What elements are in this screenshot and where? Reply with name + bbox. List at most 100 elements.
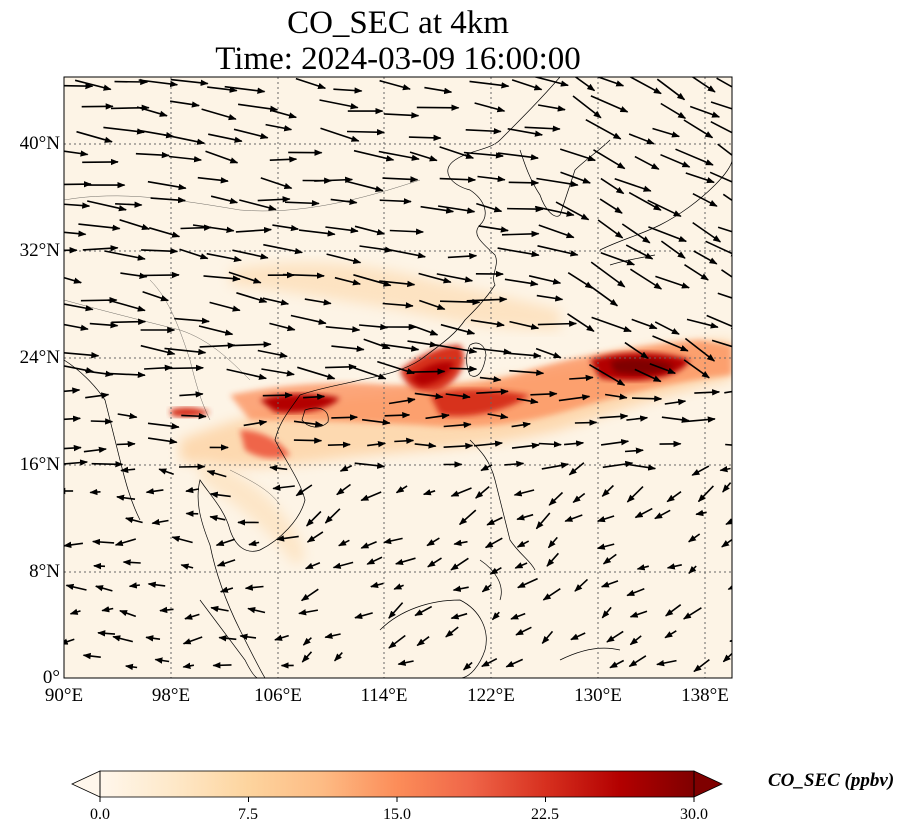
wind-arrow (384, 248, 426, 259)
wind-arrow (269, 322, 296, 332)
wind-arrow (517, 577, 538, 589)
wind-arrow (338, 539, 350, 547)
wind-arrow (436, 273, 474, 283)
wind-arrow (232, 249, 269, 260)
wind-arrow (171, 535, 193, 544)
wind-arrow (360, 540, 377, 549)
wind-arrow (626, 588, 645, 597)
wind-arrow (114, 538, 137, 547)
xtick-label: 130°E (574, 685, 622, 706)
wind-arrow (595, 77, 625, 87)
wind-arrow (64, 202, 91, 209)
map-frame (63, 76, 733, 679)
wind-arrow (95, 585, 113, 592)
wind-arrow (379, 280, 416, 288)
wind-arrow (479, 375, 502, 383)
ytick-label: 24°N (19, 347, 60, 368)
wind-arrow (297, 366, 336, 380)
wind-arrow (569, 374, 594, 382)
wind-arrow (516, 540, 530, 548)
wind-arrow (422, 489, 436, 496)
wind-arrow (107, 371, 146, 379)
wind-arrow (293, 420, 324, 428)
wind-arrow (324, 508, 341, 524)
map-title: CO_SEC at 4km (287, 5, 509, 41)
wind-arrow (472, 347, 512, 355)
wind-arrow (722, 193, 732, 202)
wind-arrow (135, 151, 170, 159)
colorbar-extend-high (693, 770, 723, 798)
coastlines (64, 77, 732, 678)
wind-arrow (596, 543, 615, 550)
wind-arrow (614, 178, 652, 192)
wind-arrow (600, 177, 625, 195)
wind-arrow (559, 148, 596, 162)
wind-arrow (511, 421, 531, 429)
wind-arrow (648, 226, 687, 243)
wind-arrow (182, 662, 195, 669)
wind-arrow (535, 512, 551, 530)
wind-arrow (666, 563, 682, 570)
wind-arrow (683, 607, 702, 620)
wind-arrow (192, 224, 235, 233)
wind-arrow (722, 652, 732, 663)
wind-arrow (602, 460, 634, 469)
wind-arrow (395, 557, 416, 565)
wind-arrow (469, 80, 510, 89)
wind-arrow (76, 130, 113, 143)
wind-arrow (689, 105, 721, 118)
wind-arrow (107, 299, 146, 312)
wind-arrow (326, 253, 362, 264)
wind-arrow (185, 486, 200, 494)
wind-arrow (262, 392, 293, 399)
wind-arrow (414, 605, 433, 617)
wind-arrow (691, 77, 716, 93)
wind-arrow (302, 637, 312, 646)
wind-arrow (208, 133, 243, 143)
wind-arrow (655, 275, 690, 289)
wind-arrow (439, 146, 475, 159)
wind-arrow (470, 319, 505, 328)
wind-arrow (664, 398, 687, 406)
wind-arrow (507, 128, 543, 137)
wind-arrow (282, 272, 325, 279)
wind-arrow (706, 314, 732, 330)
wind-arrow (306, 510, 322, 527)
wind-arrow (585, 118, 622, 140)
wind-arrow (558, 394, 591, 402)
wind-arrow (450, 487, 472, 497)
wind-arrow (206, 252, 242, 263)
wind-arrow (64, 323, 89, 331)
wind-arrow (325, 326, 361, 333)
wind-arrow (89, 321, 119, 329)
xtick-label: 98°E (151, 685, 191, 706)
wind-arrow (82, 245, 119, 252)
gridlines (64, 77, 732, 678)
wind-arrow (262, 297, 290, 306)
xtick-label: 106°E (254, 685, 302, 706)
wind-arrow (304, 298, 332, 306)
wind-arrow (97, 630, 116, 637)
wind-arrow (660, 153, 691, 168)
wind-arrow (503, 352, 542, 359)
wind-arrow (182, 636, 203, 645)
wind-arrow (64, 230, 87, 237)
wind-arrow (710, 101, 732, 110)
wind-arrow (489, 567, 502, 575)
wind-arrow (174, 317, 210, 325)
wind-arrow (721, 539, 732, 548)
wind-arrow (147, 437, 178, 445)
wind-arrow (184, 613, 200, 620)
wind-arrow (516, 397, 539, 405)
wind-arrow (685, 172, 715, 184)
wind-arrow (203, 275, 241, 282)
ytick-label: 8°N (29, 561, 60, 582)
wind-arrow (656, 659, 677, 667)
xtick-label: 90°E (44, 685, 84, 706)
wind-arrow (151, 518, 169, 526)
wind-arrow (248, 539, 260, 547)
colorbar-tick-label: 7.5 (238, 806, 258, 823)
wind-arrow (481, 657, 498, 668)
wind-arrow (270, 109, 297, 119)
wind-arrow (536, 177, 579, 188)
